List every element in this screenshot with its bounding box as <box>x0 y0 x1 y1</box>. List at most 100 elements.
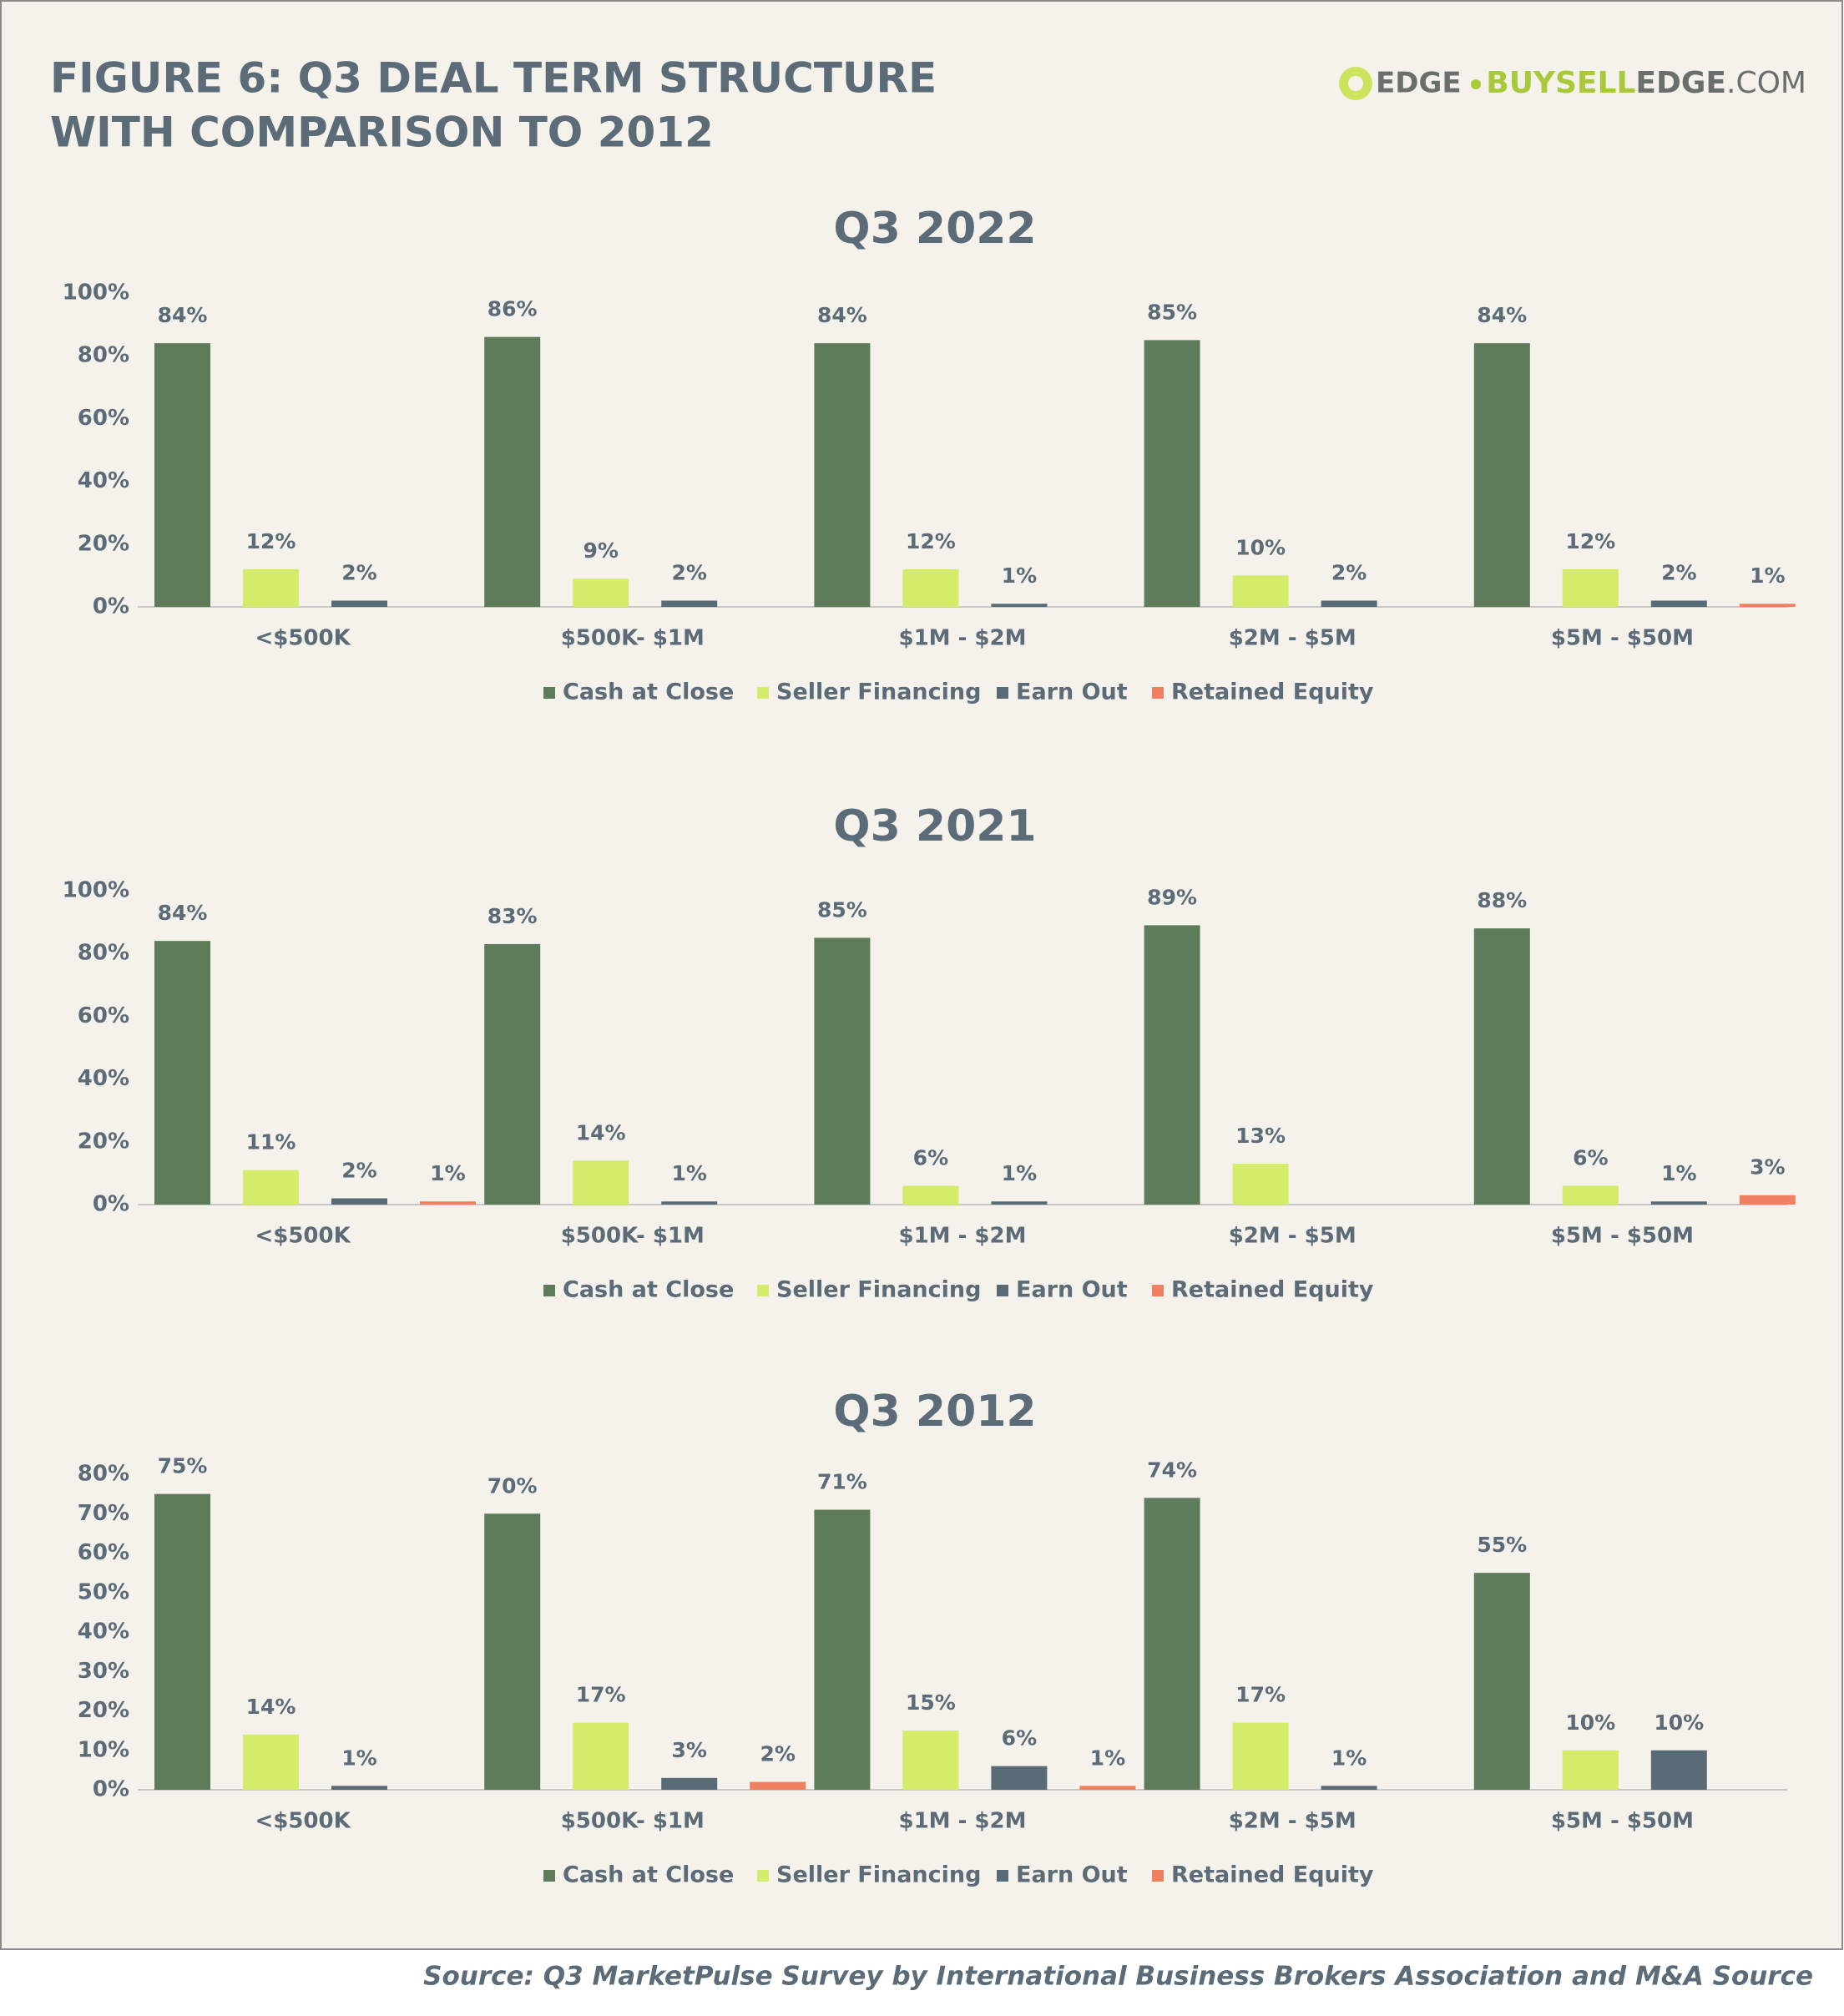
bar <box>1650 1201 1707 1205</box>
data-label: 84% <box>158 303 208 327</box>
data-label: 1% <box>671 1161 706 1185</box>
legend-swatch <box>757 687 769 699</box>
bar <box>484 336 541 607</box>
x-tick-label: $500K- $1M <box>561 1224 705 1249</box>
y-tick-label: 60% <box>78 1003 129 1028</box>
site-part: .COM <box>1726 66 1806 100</box>
data-label: 89% <box>1147 885 1197 909</box>
bar <box>573 1160 629 1205</box>
data-label: 11% <box>246 1130 296 1155</box>
data-label: 3% <box>1750 1155 1785 1180</box>
site: BUYSELLEDGE.COM <box>1486 66 1806 100</box>
bar <box>331 1198 387 1205</box>
data-label: 1% <box>1750 563 1785 588</box>
y-tick-label: 50% <box>78 1579 129 1604</box>
data-label: 10% <box>1654 1710 1704 1735</box>
legend-label: Earn Out <box>1016 1277 1128 1303</box>
bar <box>1650 600 1707 607</box>
bar <box>991 604 1048 607</box>
legend-label: Earn Out <box>1016 1862 1128 1888</box>
y-tick-label: 20% <box>78 531 129 556</box>
logo-icon <box>1348 76 1363 91</box>
bar <box>420 1201 476 1205</box>
x-tick-label: $5M - $50M <box>1551 1809 1694 1834</box>
bar <box>902 1731 959 1790</box>
y-tick-label: 100% <box>63 280 129 306</box>
figure-title: WITH COMPARISON TO 2012 <box>50 109 714 157</box>
y-tick-label: 60% <box>78 406 129 431</box>
data-label: 70% <box>488 1473 538 1498</box>
bar <box>484 943 541 1205</box>
data-label: 84% <box>817 303 867 327</box>
bar <box>1232 1722 1289 1790</box>
x-tick-label: <$500K <box>255 1809 351 1834</box>
bar <box>750 1781 806 1790</box>
y-tick-label: 40% <box>78 468 129 493</box>
frame <box>0 0 1843 1950</box>
bar <box>1739 604 1796 607</box>
legend-swatch <box>997 687 1008 699</box>
legend-label: Cash at Close <box>563 1862 734 1888</box>
data-label: 85% <box>817 897 867 922</box>
x-tick-label: <$500K <box>255 626 351 651</box>
legend-label: Retained Equity <box>1171 680 1374 705</box>
chart-title: Q3 2012 <box>833 1387 1036 1437</box>
bar <box>1232 1164 1289 1205</box>
bar <box>1650 1750 1707 1790</box>
legend-label: Seller Financing <box>776 680 981 705</box>
legend-swatch <box>757 1285 769 1296</box>
chart-title: Q3 2022 <box>833 204 1036 254</box>
figure-title: FIGURE 6: Q3 DEAL TERM STRUCTURE <box>50 54 937 103</box>
site-part: EDGE <box>1635 66 1726 100</box>
data-label: 12% <box>246 529 296 553</box>
logo-bullet <box>1471 79 1481 89</box>
bar <box>661 1777 718 1790</box>
bar <box>991 1201 1048 1205</box>
legend-swatch <box>1152 687 1164 699</box>
bar <box>1562 568 1619 607</box>
x-tick-label: $5M - $50M <box>1551 1224 1694 1249</box>
data-label: 85% <box>1147 300 1197 324</box>
data-label: 17% <box>576 1683 626 1707</box>
bar <box>243 1734 299 1790</box>
y-tick-label: 10% <box>78 1737 129 1762</box>
legend-swatch <box>543 687 555 699</box>
bar <box>573 1722 629 1790</box>
bar <box>1144 340 1200 607</box>
y-tick-label: 0% <box>93 1777 129 1802</box>
data-label: 86% <box>488 297 538 321</box>
y-tick-label: 30% <box>78 1659 129 1684</box>
legend-label: Seller Financing <box>776 1277 981 1303</box>
site-part: BUYSELL <box>1486 66 1635 100</box>
bar <box>814 343 871 607</box>
chart-title: Q3 2021 <box>833 801 1036 851</box>
bar <box>1473 343 1530 607</box>
bar <box>1232 575 1289 607</box>
data-label: 83% <box>488 904 538 928</box>
data-label: 1% <box>1002 563 1037 588</box>
bar <box>484 1513 541 1790</box>
y-tick-label: 70% <box>78 1501 129 1526</box>
data-label: 17% <box>1235 1683 1286 1707</box>
bar <box>573 579 629 607</box>
x-tick-label: $2M - $5M <box>1229 626 1356 651</box>
x-tick-label: <$500K <box>255 1224 351 1249</box>
bar <box>243 568 299 607</box>
y-tick-label: 80% <box>78 1462 129 1487</box>
data-label: 84% <box>158 901 208 925</box>
x-tick-label: $1M - $2M <box>898 1224 1026 1249</box>
data-label: 1% <box>1661 1161 1696 1185</box>
x-tick-label: $1M - $2M <box>898 1809 1026 1834</box>
legend-label: Seller Financing <box>776 1862 981 1888</box>
data-label: 13% <box>1235 1124 1286 1148</box>
x-tick-label: $2M - $5M <box>1229 1224 1356 1249</box>
legend-swatch <box>1152 1285 1164 1296</box>
data-label: 12% <box>1565 529 1615 553</box>
data-label: 6% <box>1573 1145 1608 1170</box>
bar <box>1473 928 1530 1205</box>
data-label: 10% <box>1235 535 1286 559</box>
x-tick-label: $500K- $1M <box>561 626 705 651</box>
legend-swatch <box>543 1285 555 1296</box>
x-tick-label: $1M - $2M <box>898 626 1026 651</box>
